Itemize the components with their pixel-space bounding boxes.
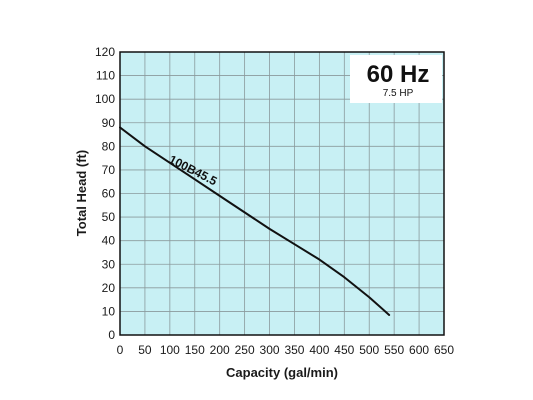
- frequency-label: 60 Hz: [367, 61, 430, 88]
- x-tick-label: 200: [210, 343, 230, 357]
- x-tick-label: 0: [117, 343, 124, 357]
- y-tick-label: 0: [108, 328, 115, 342]
- x-tick-label: 100: [160, 343, 180, 357]
- y-tick-label: 10: [102, 304, 116, 318]
- y-tick-label: 100: [95, 92, 115, 106]
- series-line-100B45.5: [119, 126, 391, 316]
- x-tick-label: 500: [359, 343, 379, 357]
- x-tick-label: 550: [384, 343, 404, 357]
- x-tick-label: 250: [235, 343, 255, 357]
- y-tick-label: 30: [102, 257, 116, 271]
- x-axis-title: Capacity (gal/min): [226, 365, 338, 380]
- x-tick-label: 450: [334, 343, 354, 357]
- y-tick-label: 50: [102, 210, 116, 224]
- y-tick-label: 20: [102, 281, 116, 295]
- x-tick-label: 150: [185, 343, 205, 357]
- y-axis-title: Total Head (ft): [74, 150, 89, 236]
- x-tick-label: 400: [309, 343, 329, 357]
- plot-frame: [119, 51, 445, 336]
- x-tick-label: 350: [284, 343, 304, 357]
- y-tick-label: 60: [102, 187, 116, 201]
- x-tick-label: 300: [260, 343, 280, 357]
- y-tick-label: 110: [96, 69, 115, 83]
- x-tick-labels: 0 50 100 150 200 250 300 350 400 450 500 550 600 650: [117, 343, 455, 357]
- grid: [120, 52, 444, 335]
- y-tick-label: 120: [95, 45, 115, 59]
- y-tick-label: 80: [102, 139, 116, 153]
- frequency-box: [350, 55, 442, 103]
- x-tick-label: 650: [434, 343, 454, 357]
- x-tick-label: 50: [138, 343, 152, 357]
- y-tick-label: 70: [102, 163, 116, 177]
- y-tick-label: 40: [102, 234, 116, 248]
- x-tick-label: 600: [409, 343, 429, 357]
- y-tick-label: 90: [102, 116, 116, 130]
- y-tick-labels: 0 10 20 30 40 50 60 70 80 90 100 110 120: [95, 45, 115, 342]
- power-label: 7.5 HP: [383, 88, 414, 99]
